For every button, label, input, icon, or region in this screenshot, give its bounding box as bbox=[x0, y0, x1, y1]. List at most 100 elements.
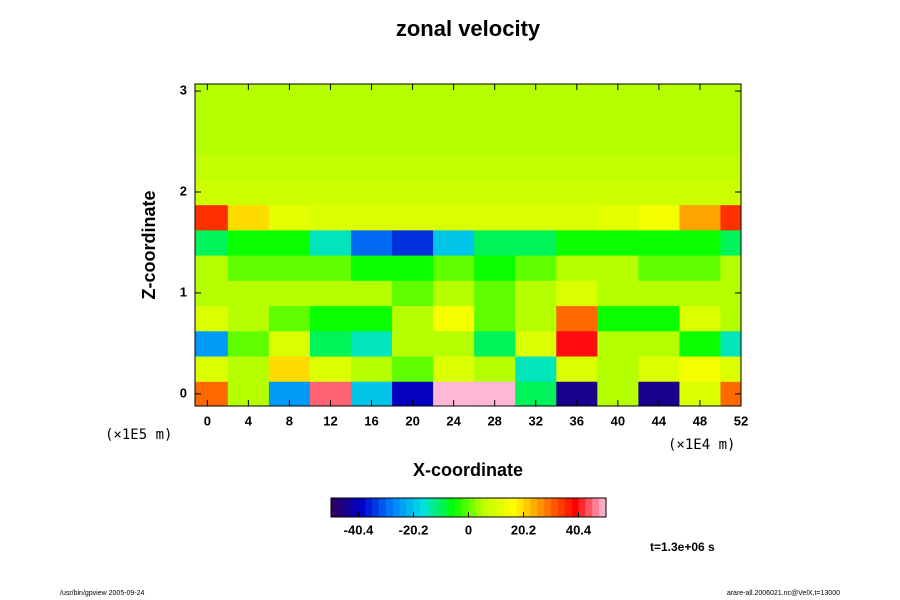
colorbar-segment bbox=[344, 498, 352, 517]
heat-cell bbox=[195, 229, 229, 256]
heat-cell bbox=[679, 179, 721, 206]
colorbar-segment bbox=[399, 498, 407, 517]
heat-cell bbox=[309, 154, 352, 180]
heat-cell bbox=[638, 280, 680, 307]
x-tick-label: 12 bbox=[323, 413, 337, 428]
heat-cell bbox=[309, 103, 352, 130]
heat-cell bbox=[556, 128, 598, 155]
heat-cell bbox=[392, 84, 434, 105]
colorbar-segment bbox=[434, 498, 442, 517]
heat-cell bbox=[351, 305, 393, 332]
heat-cell bbox=[351, 204, 393, 231]
colorbar-segment bbox=[544, 498, 552, 517]
field bbox=[195, 84, 741, 406]
heat-cell bbox=[195, 330, 229, 357]
heat-cell bbox=[679, 229, 721, 256]
heat-cell bbox=[195, 179, 229, 206]
heat-cell bbox=[433, 255, 475, 281]
heat-cell bbox=[556, 84, 598, 105]
heat-cell bbox=[227, 128, 270, 155]
heat-cell bbox=[679, 128, 721, 155]
heat-cell bbox=[433, 154, 475, 180]
annotation: t=1.3e+06 s bbox=[650, 540, 715, 554]
x-tick-label: 0 bbox=[204, 413, 211, 428]
heat-cell bbox=[515, 128, 557, 155]
colorbar-segment bbox=[468, 498, 476, 517]
heat-cell bbox=[268, 255, 311, 281]
colorbar-segment bbox=[551, 498, 559, 517]
colorbar-segment bbox=[489, 498, 497, 517]
heat-cell bbox=[474, 179, 516, 206]
heat-cell bbox=[309, 204, 352, 231]
heat-cell bbox=[433, 330, 475, 357]
colorbar-segment bbox=[427, 498, 435, 517]
heat-cell bbox=[597, 280, 639, 307]
heat-cell bbox=[638, 229, 680, 256]
colorbar-segment bbox=[358, 498, 366, 517]
heat-cell bbox=[227, 305, 270, 332]
heat-cell bbox=[195, 255, 229, 281]
x-tick-label: 8 bbox=[286, 413, 293, 428]
heat-cell bbox=[720, 128, 741, 155]
heat-cell bbox=[597, 255, 639, 281]
heat-cell bbox=[515, 103, 557, 130]
heat-cell bbox=[638, 179, 680, 206]
heat-cell bbox=[474, 255, 516, 281]
y-tick-label: 2 bbox=[180, 183, 187, 198]
heat-cell bbox=[556, 103, 598, 130]
colorbar-segment bbox=[502, 498, 511, 517]
heat-cell bbox=[556, 179, 598, 206]
heat-cell bbox=[720, 381, 741, 406]
heat-cell bbox=[515, 356, 557, 382]
heat-cell bbox=[392, 154, 434, 180]
heat-cell bbox=[392, 103, 434, 130]
heat-cell bbox=[720, 305, 741, 332]
heat-cell bbox=[268, 330, 311, 357]
heat-cell bbox=[351, 280, 393, 307]
heat-cell bbox=[720, 356, 741, 382]
heat-cell bbox=[556, 356, 598, 382]
heat-cell bbox=[433, 229, 475, 256]
heat-cell bbox=[433, 280, 475, 307]
colorbar-segment bbox=[447, 498, 456, 517]
heat-cell bbox=[556, 204, 598, 231]
heat-cell bbox=[392, 330, 434, 357]
heat-cell bbox=[268, 204, 311, 231]
colorbar-segment bbox=[392, 498, 401, 517]
heat-cell bbox=[268, 84, 311, 105]
heat-cell bbox=[720, 103, 741, 130]
colorbar-segment bbox=[516, 498, 524, 517]
heat-cell bbox=[268, 280, 311, 307]
heat-cell bbox=[597, 154, 639, 180]
heat-cell bbox=[433, 204, 475, 231]
heat-cell bbox=[556, 330, 598, 357]
heat-cell bbox=[474, 305, 516, 332]
heat-cell bbox=[268, 128, 311, 155]
colorbar-segment bbox=[523, 498, 531, 517]
colorbar-segment bbox=[509, 498, 517, 517]
heat-cell bbox=[597, 103, 639, 130]
heat-cell bbox=[597, 179, 639, 206]
plot-frame bbox=[194, 83, 742, 407]
x-tick-label: 44 bbox=[652, 413, 667, 428]
heat-cell bbox=[597, 128, 639, 155]
colorbar-segment bbox=[578, 498, 586, 517]
heat-cell bbox=[268, 229, 311, 256]
heat-cell bbox=[720, 179, 741, 206]
heat-cell bbox=[679, 330, 721, 357]
x-tick-label: 16 bbox=[364, 413, 378, 428]
heat-cell bbox=[433, 84, 475, 105]
heat-cell bbox=[515, 84, 557, 105]
heat-cell bbox=[351, 84, 393, 105]
heat-cell bbox=[195, 128, 229, 155]
heat-cell bbox=[515, 280, 557, 307]
heat-cell bbox=[392, 255, 434, 281]
x-axis-label: X-coordinate bbox=[413, 460, 523, 480]
heat-cell bbox=[556, 255, 598, 281]
heat-cell bbox=[227, 255, 270, 281]
heat-cell bbox=[351, 356, 393, 382]
heat-cell bbox=[515, 229, 557, 256]
heat-cell bbox=[227, 103, 270, 130]
heat-cell bbox=[227, 204, 270, 231]
chart-title: zonal velocity bbox=[396, 16, 541, 41]
